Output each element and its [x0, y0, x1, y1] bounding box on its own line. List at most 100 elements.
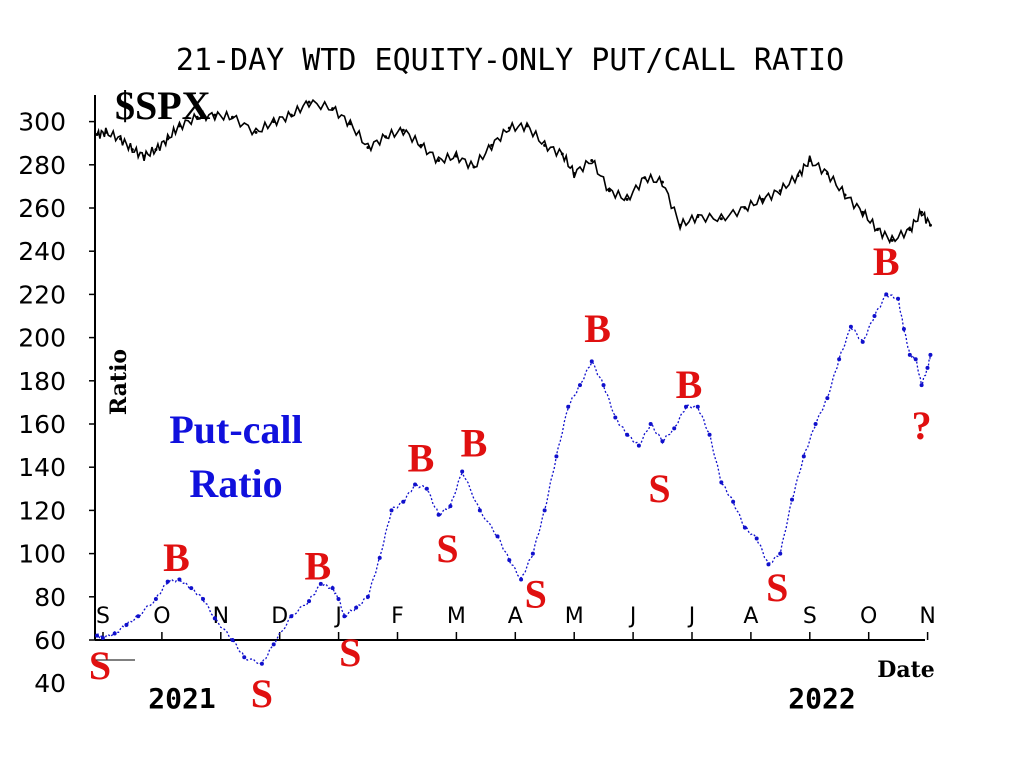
putcall-point: [601, 383, 606, 388]
putcall-point: [837, 357, 842, 362]
sell-signal-label: S: [339, 630, 361, 675]
putcall-point: [507, 558, 512, 563]
buy-signal-label: B: [676, 362, 703, 407]
x-tick-label: A: [508, 604, 523, 629]
spx-point: [543, 143, 547, 147]
ratio-label-line1: Put-call: [169, 407, 302, 452]
spx-point: [890, 238, 894, 242]
putcall-point: [684, 404, 688, 409]
y-axis-ticks: 300 280 260 240 220 200 180 160 140 120 100 80 60 40: [18, 108, 95, 698]
x-tick-label: J: [628, 604, 637, 629]
spx-point: [289, 113, 293, 117]
putcall-point: [477, 508, 482, 513]
spx-point: [908, 228, 912, 232]
y-tick-label: 280: [18, 151, 66, 180]
spx-point: [678, 223, 682, 227]
putcall-point: [801, 454, 806, 459]
spx-series-line: [96, 98, 932, 245]
putcall-point: [365, 594, 370, 599]
spx-point: [507, 126, 511, 130]
x-tick-label: M: [447, 604, 466, 629]
sell-signal-label: S: [436, 526, 458, 571]
putcall-point: [928, 352, 933, 357]
spx-point: [796, 174, 800, 178]
putcall-point: [460, 469, 465, 474]
y-tick-label: 200: [18, 324, 66, 353]
spx-point: [130, 148, 134, 152]
spx-point: [928, 223, 932, 227]
putcall-point: [707, 432, 712, 437]
putcall-point: [925, 365, 930, 370]
y-axis-label: Ratio: [106, 349, 132, 415]
x-tick-label: J: [687, 604, 696, 629]
buy-signal-label: B: [305, 544, 332, 589]
spx-point: [272, 120, 276, 124]
putcall-point: [307, 599, 312, 604]
spx-point: [875, 228, 879, 232]
sell-signal-label: S: [89, 643, 111, 688]
putcall-point: [530, 551, 535, 556]
putcall-point: [542, 508, 547, 513]
spx-point: [560, 152, 564, 156]
buy-signal-label: B: [163, 535, 190, 580]
putcall-point: [212, 616, 217, 621]
spx-point: [454, 154, 458, 158]
putcall-point: [577, 383, 582, 388]
sell-signal-label: S: [525, 572, 547, 617]
spx-point: [778, 189, 782, 193]
sell-signal-label: S: [766, 565, 788, 610]
x-axis-label: Date: [877, 657, 935, 683]
putcall-point: [95, 633, 99, 638]
putcall-point: [778, 551, 783, 556]
spx-point: [213, 113, 217, 117]
putcall-point: [189, 586, 194, 591]
spx-point: [843, 193, 847, 197]
putcall-point: [566, 404, 571, 409]
putcall-point: [625, 432, 630, 437]
spx-point: [472, 165, 476, 169]
spx-point: [719, 217, 723, 221]
spx-point: [825, 171, 829, 175]
sell-signal-label: S: [648, 466, 670, 511]
year-label-2021: 2021: [148, 682, 215, 715]
putcall-point: [318, 581, 323, 586]
putcall-point: [896, 296, 901, 301]
y-tick-label: 100: [18, 540, 66, 569]
spx-point: [660, 180, 664, 184]
putcall-point: [495, 534, 500, 539]
spx-point: [254, 130, 258, 134]
putcall-point: [242, 655, 247, 660]
sell-signal-label: S: [251, 671, 273, 716]
y-tick-label: 220: [18, 280, 66, 309]
putcall-point: [636, 443, 641, 448]
y-tick-label: 180: [18, 367, 66, 396]
putcall-point: [884, 292, 889, 297]
spx-point: [761, 197, 765, 201]
x-tick-label: F: [391, 604, 404, 629]
question-mark-label: ?: [912, 403, 932, 448]
x-tick-label: S: [96, 604, 110, 629]
putcall-point: [825, 396, 830, 401]
putcall-point: [342, 614, 347, 619]
y-tick-label: 60: [34, 626, 66, 655]
x-tick-label: N: [213, 604, 229, 629]
putcall-point: [377, 555, 382, 560]
putcall-point: [448, 504, 453, 509]
putcall-point: [848, 324, 853, 329]
chart-series: [95, 98, 933, 666]
y-tick-label: 120: [18, 496, 66, 525]
x-tick-label: D: [271, 604, 288, 629]
putcall-point: [919, 383, 924, 388]
putcall-point: [872, 314, 877, 318]
chart-axes: [94, 95, 925, 661]
spx-point: [743, 206, 747, 210]
spx-point: [104, 130, 108, 134]
spx-point: [119, 137, 123, 141]
putcall-point: [389, 508, 394, 513]
putcall-point: [354, 605, 359, 610]
spx-point: [490, 143, 494, 147]
spx-point: [437, 158, 441, 162]
